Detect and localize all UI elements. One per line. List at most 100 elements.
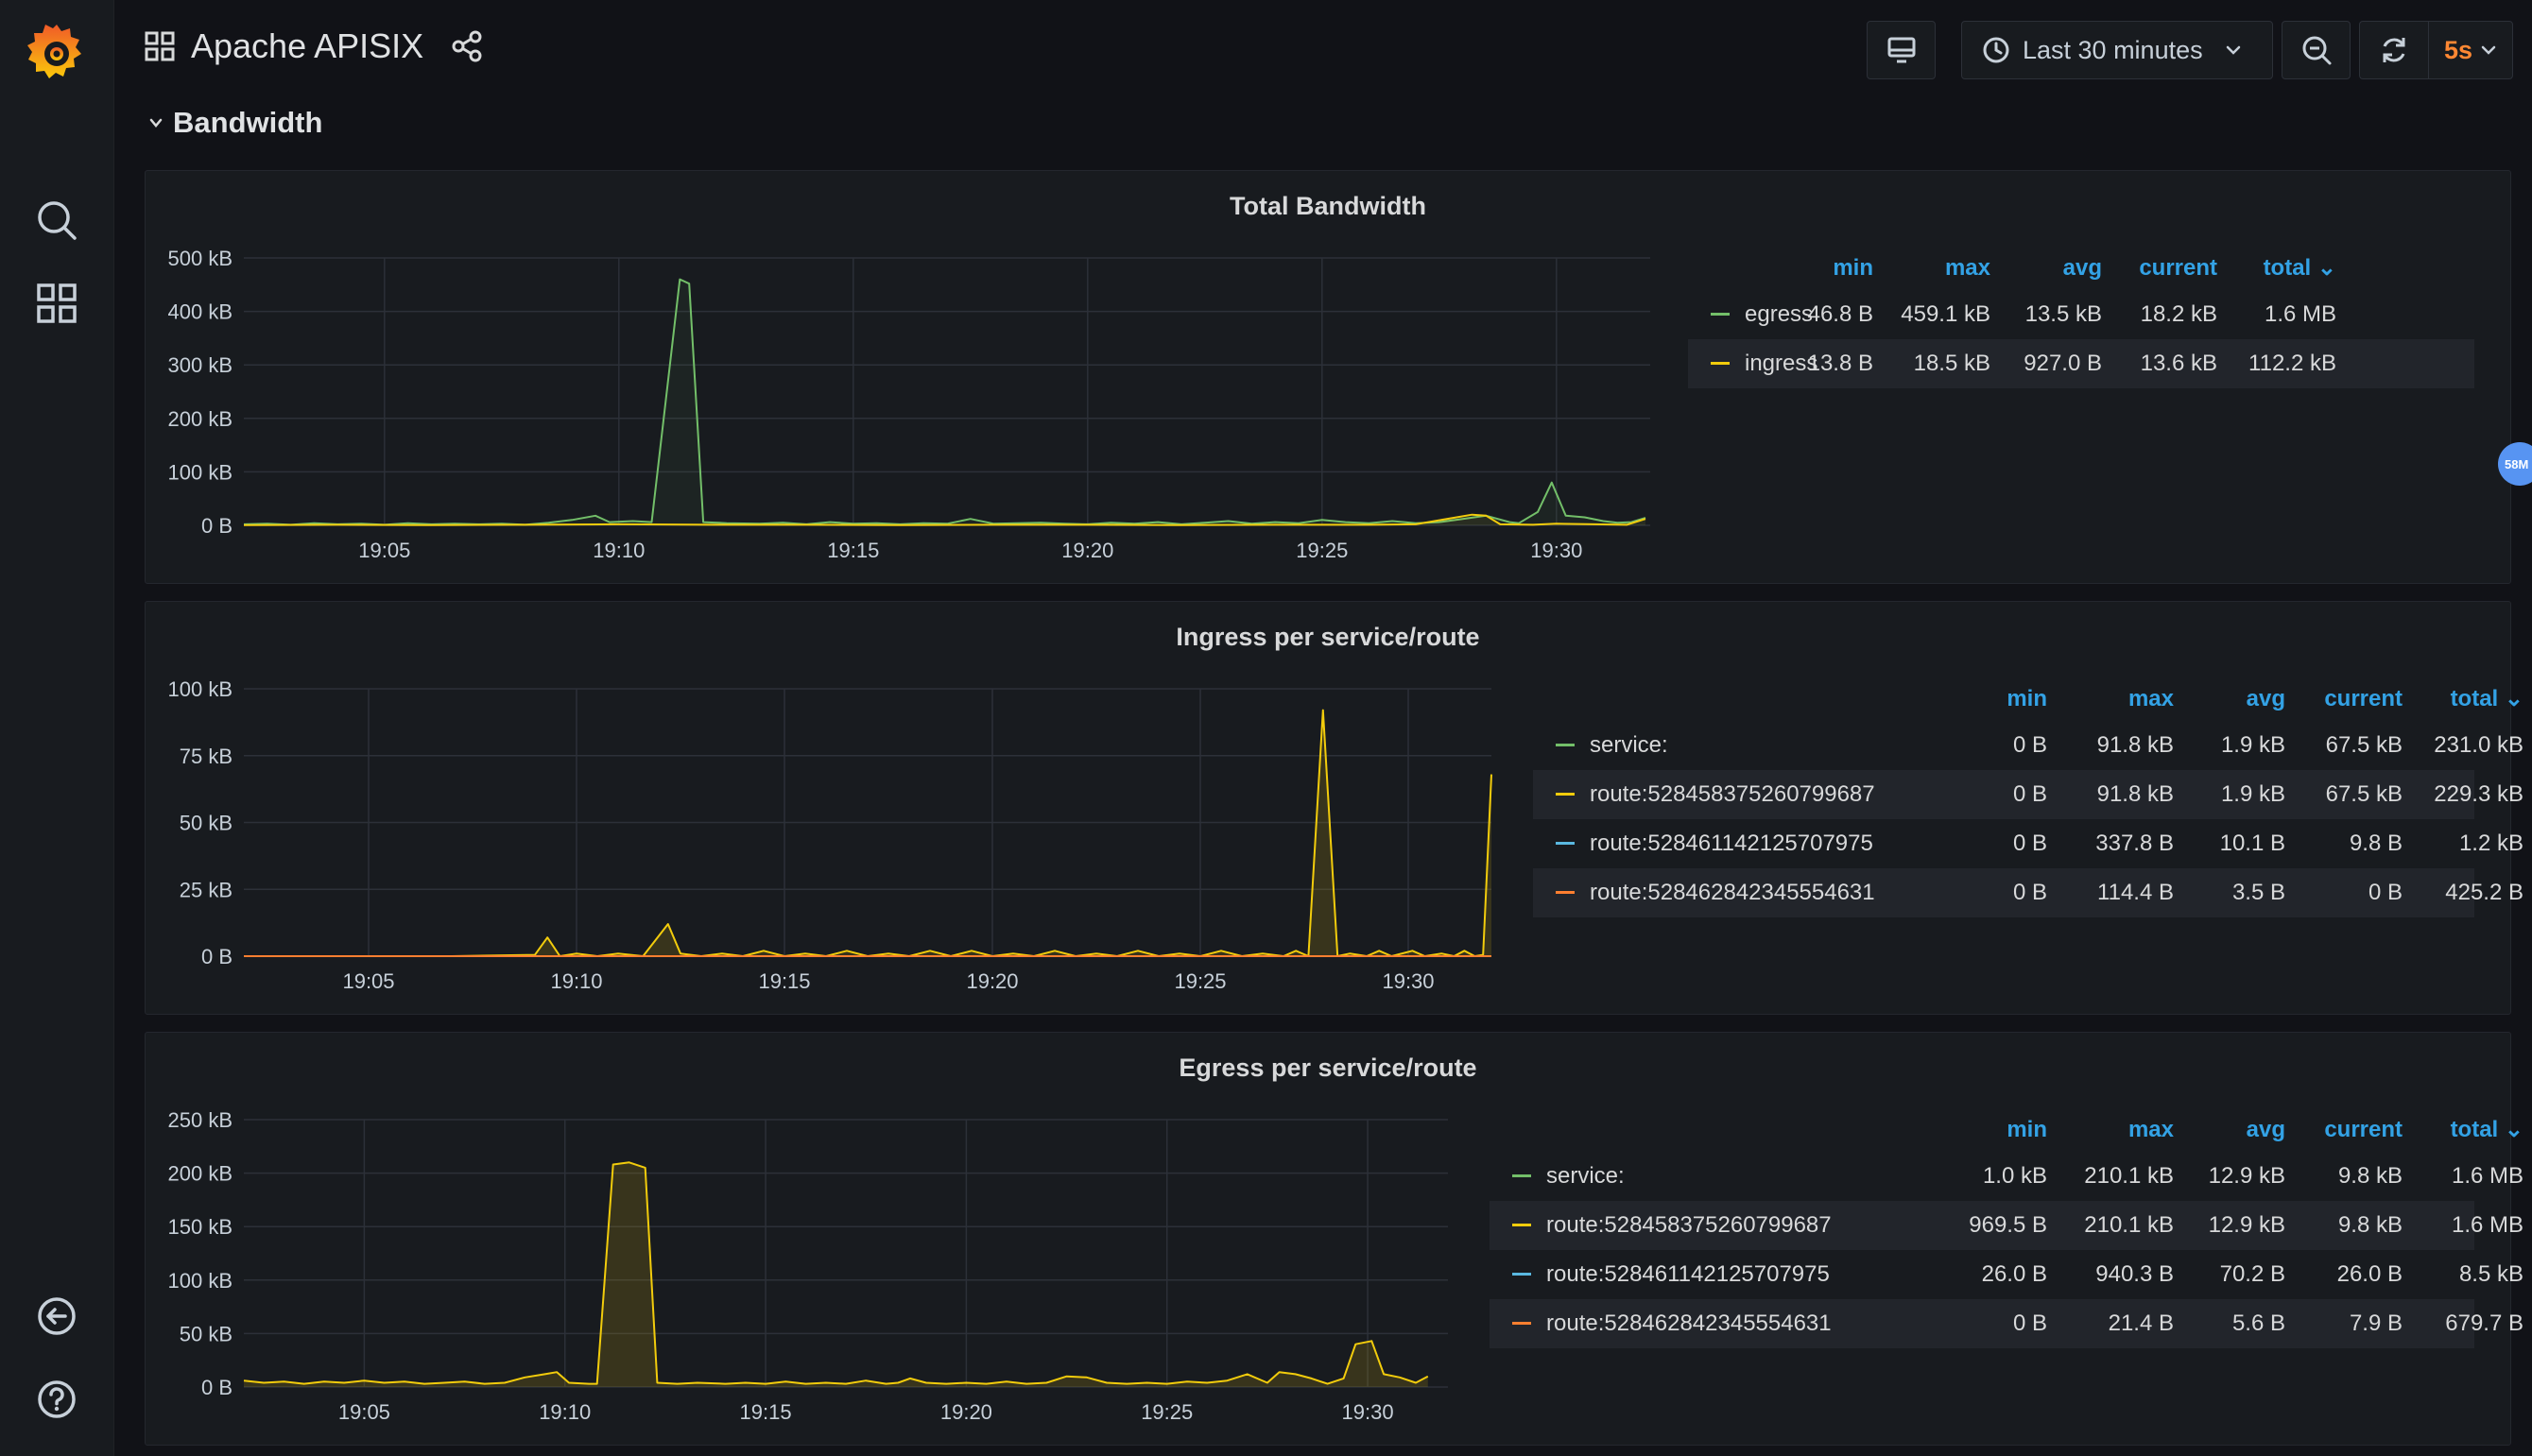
chart-total-bandwidth[interactable]: 0 B 100 kB 200 kB 300 kB 400 kB 500 kB 19:05 19… bbox=[146, 171, 1658, 585]
legend-header-max[interactable]: max bbox=[2127, 1117, 2174, 1142]
legend-value-min: 46.8 B bbox=[1807, 301, 1873, 327]
legend-value-avg: 1.9 kB bbox=[2220, 732, 2285, 758]
zoom-out-button[interactable] bbox=[2282, 21, 2351, 79]
legend-header-min[interactable]: min bbox=[2007, 686, 2047, 711]
series-color-swatch[interactable] bbox=[1512, 1322, 1531, 1325]
legend-value-avg: 13.5 kB bbox=[2024, 301, 2102, 327]
legend-header-avg[interactable]: avg bbox=[2062, 255, 2102, 281]
chart-ingress-per-service[interactable]: 0 B 25 kB 50 kB 75 kB 100 kB 19:05 19:10 19:15 1… bbox=[146, 602, 1507, 1016]
x-tick-label: 19:25 bbox=[1296, 539, 1348, 562]
series-name[interactable]: ingress bbox=[1745, 351, 1818, 376]
share-icon[interactable] bbox=[450, 29, 484, 63]
legend-header-max[interactable]: max bbox=[2127, 686, 2174, 711]
legend-row[interactable]: route:528462842345554631 0 B 21.4 B 5.6 B 7.… bbox=[1490, 1299, 2523, 1348]
floating-badge[interactable]: 58M bbox=[2498, 442, 2532, 486]
panel-title[interactable]: Ingress per service/route bbox=[1176, 623, 1480, 651]
series-line[interactable] bbox=[243, 513, 1646, 526]
series-name[interactable]: route:528462842345554631 bbox=[1546, 1310, 1832, 1336]
legend-header-max[interactable]: max bbox=[1944, 255, 1990, 281]
legend-value-total: 1.6 MB bbox=[2451, 1163, 2523, 1189]
legend-value-min: 0 B bbox=[2012, 781, 2047, 807]
legend-egress-per-service: min max avg current total ⌄ service: 1.0 kB 210… bbox=[1490, 1108, 2523, 1348]
chevron-down-icon bbox=[149, 118, 163, 128]
y-tick-label: 200 kB bbox=[168, 1162, 233, 1186]
series-color-swatch[interactable] bbox=[1556, 744, 1575, 746]
series-color-swatch[interactable] bbox=[1711, 313, 1730, 316]
chart-egress-per-service[interactable]: 0 B 50 kB 100 kB 150 kB 200 kB 250 kB 19:05 19:… bbox=[146, 1033, 1488, 1447]
legend-value-avg: 5.6 B bbox=[2231, 1310, 2285, 1336]
legend-value-avg: 1.9 kB bbox=[2220, 781, 2285, 807]
legend-row[interactable]: egress 46.8 B 459.1 kB 13.5 kB 18.2 kB 1.6 MB bbox=[1688, 290, 2474, 339]
refresh-interval-label: 5s bbox=[2443, 35, 2473, 64]
x-tick-label: 19:30 bbox=[1530, 539, 1582, 562]
row-header-bandwidth[interactable]: Bandwidth bbox=[148, 106, 322, 140]
series-color-swatch[interactable] bbox=[1512, 1224, 1531, 1226]
x-tick-label: 19:15 bbox=[740, 1400, 792, 1424]
series-color-swatch[interactable] bbox=[1556, 793, 1575, 796]
grafana-logo[interactable] bbox=[0, 11, 113, 93]
series-color-swatch[interactable] bbox=[1711, 362, 1730, 365]
legend-header-total[interactable]: total ⌄ bbox=[2450, 1117, 2523, 1142]
legend-header-total[interactable]: total ⌄ bbox=[2263, 255, 2336, 281]
series-name[interactable]: service: bbox=[1546, 1163, 1625, 1189]
panel-title[interactable]: Egress per service/route bbox=[1179, 1053, 1477, 1082]
legend-value-avg: 70.2 B bbox=[2219, 1261, 2285, 1287]
legend-row[interactable]: route:528462842345554631 0 B 114.4 B 3.5 B 0… bbox=[1533, 868, 2523, 917]
y-tick-label: 100 kB bbox=[168, 677, 233, 701]
legend-header-avg[interactable]: avg bbox=[2246, 686, 2285, 711]
dashboards-nav-button[interactable] bbox=[0, 263, 113, 344]
series-color-swatch[interactable] bbox=[1512, 1273, 1531, 1276]
legend-header: min max avg current total ⌄ bbox=[1688, 247, 2474, 290]
dashboard-title[interactable]: Apache APISIX bbox=[191, 26, 424, 65]
series-name[interactable]: route:528461142125707975 bbox=[1590, 831, 1873, 856]
series-line[interactable] bbox=[243, 1161, 1429, 1385]
legend-header-min[interactable]: min bbox=[1833, 255, 1873, 281]
legend-value-current: 13.6 kB bbox=[2140, 351, 2217, 376]
legend-row[interactable]: route:528458375260799687 969.5 B 210.1 kB 1… bbox=[1490, 1201, 2523, 1250]
help-button[interactable] bbox=[0, 1359, 113, 1440]
legend-header-total[interactable]: total ⌄ bbox=[2450, 686, 2523, 711]
series-name[interactable]: route:528458375260799687 bbox=[1590, 781, 1875, 807]
x-tick-label: 19:25 bbox=[1141, 1400, 1193, 1424]
legend-row[interactable]: route:528458375260799687 0 B 91.8 kB 1.9 kB… bbox=[1533, 770, 2523, 819]
series-name[interactable]: route:528458375260799687 bbox=[1546, 1212, 1832, 1238]
legend-value-max: 18.5 kB bbox=[1913, 351, 1990, 376]
legend-value-max: 459.1 kB bbox=[1901, 301, 1990, 327]
legend-row[interactable]: service: 0 B 91.8 kB 1.9 kB 67.5 kB 231.0 kB bbox=[1533, 721, 2523, 770]
legend-header-avg[interactable]: avg bbox=[2246, 1117, 2285, 1142]
help-icon bbox=[38, 1380, 76, 1418]
legend-value-total: 1.6 MB bbox=[2451, 1212, 2523, 1238]
series-name[interactable]: egress bbox=[1745, 301, 1814, 327]
tv-mode-button[interactable] bbox=[1867, 21, 1936, 79]
refresh-interval-picker[interactable]: 5s bbox=[2428, 21, 2513, 79]
series-line[interactable] bbox=[243, 278, 1646, 526]
legend-value-min: 0 B bbox=[2012, 1310, 2047, 1336]
x-tick-label: 19:15 bbox=[758, 969, 810, 993]
legend-header-current[interactable]: current bbox=[2139, 255, 2217, 281]
legend-row[interactable]: route:528461142125707975 26.0 B 940.3 B 70.… bbox=[1490, 1250, 2523, 1299]
legend-header-min[interactable]: min bbox=[2007, 1117, 2047, 1142]
panel-ingress-per-service: Ingress per service/route 0 B 25 kB 50 kB 7… bbox=[145, 601, 2523, 1016]
series-name[interactable]: route:528461142125707975 bbox=[1546, 1261, 1830, 1287]
sign-out-button[interactable] bbox=[0, 1276, 113, 1357]
series-color-swatch[interactable] bbox=[1556, 891, 1575, 894]
panel-title[interactable]: Total Bandwidth bbox=[1230, 192, 1426, 220]
search-nav-button[interactable] bbox=[0, 180, 113, 261]
series-color-swatch[interactable] bbox=[1512, 1174, 1531, 1177]
series-color-swatch[interactable] bbox=[1556, 842, 1575, 845]
legend-value-max: 91.8 kB bbox=[2096, 781, 2174, 807]
time-picker-button[interactable]: Last 30 minutes bbox=[1961, 21, 2273, 79]
legend-row[interactable]: route:528461142125707975 0 B 337.8 B 10.1 B… bbox=[1533, 819, 2523, 868]
y-tick-label: 0 B bbox=[201, 1376, 233, 1399]
search-icon bbox=[38, 201, 77, 240]
refresh-button[interactable] bbox=[2359, 21, 2428, 79]
series-name[interactable]: service: bbox=[1590, 732, 1668, 758]
legend-row[interactable]: service: 1.0 kB 210.1 kB 12.9 kB 9.8 kB 1.6 M… bbox=[1490, 1152, 2523, 1201]
panel-egress-per-service: Egress per service/route 0 B 50 kB 100 kB 1… bbox=[145, 1032, 2523, 1447]
legend-row[interactable]: ingress 13.8 B 18.5 kB 927.0 B 13.6 kB 112.2 … bbox=[1688, 339, 2474, 388]
series-line[interactable] bbox=[244, 709, 1492, 957]
series-name[interactable]: route:528462842345554631 bbox=[1590, 880, 1875, 905]
legend-header-current[interactable]: current bbox=[2324, 1117, 2403, 1142]
legend-header-current[interactable]: current bbox=[2324, 686, 2403, 711]
series-area bbox=[244, 710, 1491, 956]
